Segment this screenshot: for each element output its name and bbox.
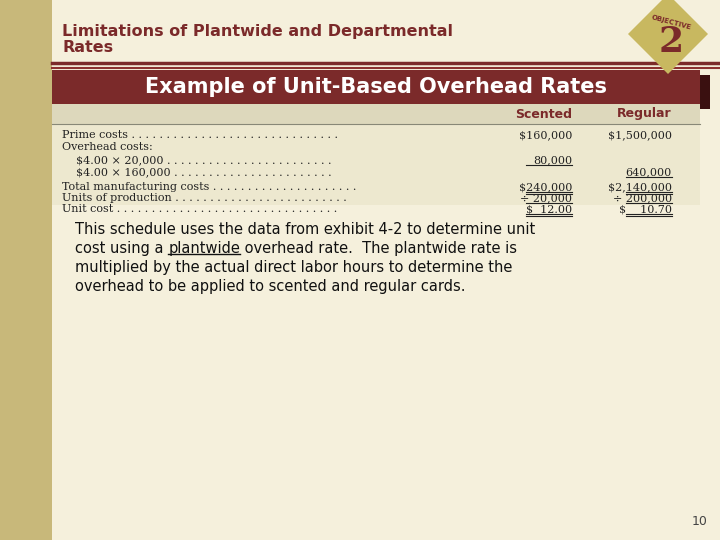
- Text: $    10.70: $ 10.70: [619, 204, 672, 214]
- Text: $  12.00: $ 12.00: [526, 204, 572, 214]
- Text: 10: 10: [692, 515, 708, 528]
- Text: ÷ 200,000: ÷ 200,000: [613, 193, 672, 203]
- Text: overhead to be applied to scented and regular cards.: overhead to be applied to scented and re…: [75, 279, 466, 294]
- Text: Units of production . . . . . . . . . . . . . . . . . . . . . . . . .: Units of production . . . . . . . . . . …: [62, 193, 347, 203]
- Text: 640,000: 640,000: [626, 167, 672, 177]
- Text: Prime costs . . . . . . . . . . . . . . . . . . . . . . . . . . . . . .: Prime costs . . . . . . . . . . . . . . …: [62, 130, 338, 140]
- Text: 2: 2: [658, 25, 683, 59]
- Text: multiplied by the actual direct labor hours to determine the: multiplied by the actual direct labor ho…: [75, 260, 513, 275]
- Bar: [52, 104, 700, 205]
- Text: $2,140,000: $2,140,000: [608, 182, 672, 192]
- Bar: [58, 75, 710, 109]
- Text: 80,000: 80,000: [533, 155, 572, 165]
- Text: Limitations of Plantwide and Departmental: Limitations of Plantwide and Departmenta…: [62, 24, 453, 39]
- Bar: [0, 0, 52, 540]
- Text: OBJECTIVE: OBJECTIVE: [650, 14, 692, 30]
- Text: ÷ 20,000: ÷ 20,000: [520, 193, 572, 203]
- Text: $1,500,000: $1,500,000: [608, 130, 672, 140]
- Text: Overhead costs:: Overhead costs:: [62, 142, 153, 152]
- Text: $240,000: $240,000: [518, 182, 572, 192]
- Text: Rates: Rates: [62, 40, 113, 55]
- Text: Scented: Scented: [515, 107, 572, 120]
- Text: $4.00 × 160,000 . . . . . . . . . . . . . . . . . . . . . . .: $4.00 × 160,000 . . . . . . . . . . . . …: [76, 167, 332, 177]
- Text: overhead rate.  The plantwide rate is: overhead rate. The plantwide rate is: [240, 241, 517, 256]
- Text: Unit cost . . . . . . . . . . . . . . . . . . . . . . . . . . . . . . . .: Unit cost . . . . . . . . . . . . . . . …: [62, 204, 337, 214]
- Text: cost using a: cost using a: [75, 241, 168, 256]
- Polygon shape: [628, 0, 708, 74]
- Bar: [52, 70, 700, 104]
- Text: $160,000: $160,000: [518, 130, 572, 140]
- Text: Total manufacturing costs . . . . . . . . . . . . . . . . . . . . .: Total manufacturing costs . . . . . . . …: [62, 182, 356, 192]
- Text: Example of Unit-Based Overhead Rates: Example of Unit-Based Overhead Rates: [145, 77, 607, 97]
- Text: $4.00 × 20,000 . . . . . . . . . . . . . . . . . . . . . . . .: $4.00 × 20,000 . . . . . . . . . . . . .…: [76, 155, 331, 165]
- Text: This schedule uses the data from exhibit 4-2 to determine unit: This schedule uses the data from exhibit…: [75, 222, 535, 237]
- Bar: [52, 104, 700, 124]
- Text: plantwide: plantwide: [168, 241, 240, 256]
- Text: Regular: Regular: [617, 107, 672, 120]
